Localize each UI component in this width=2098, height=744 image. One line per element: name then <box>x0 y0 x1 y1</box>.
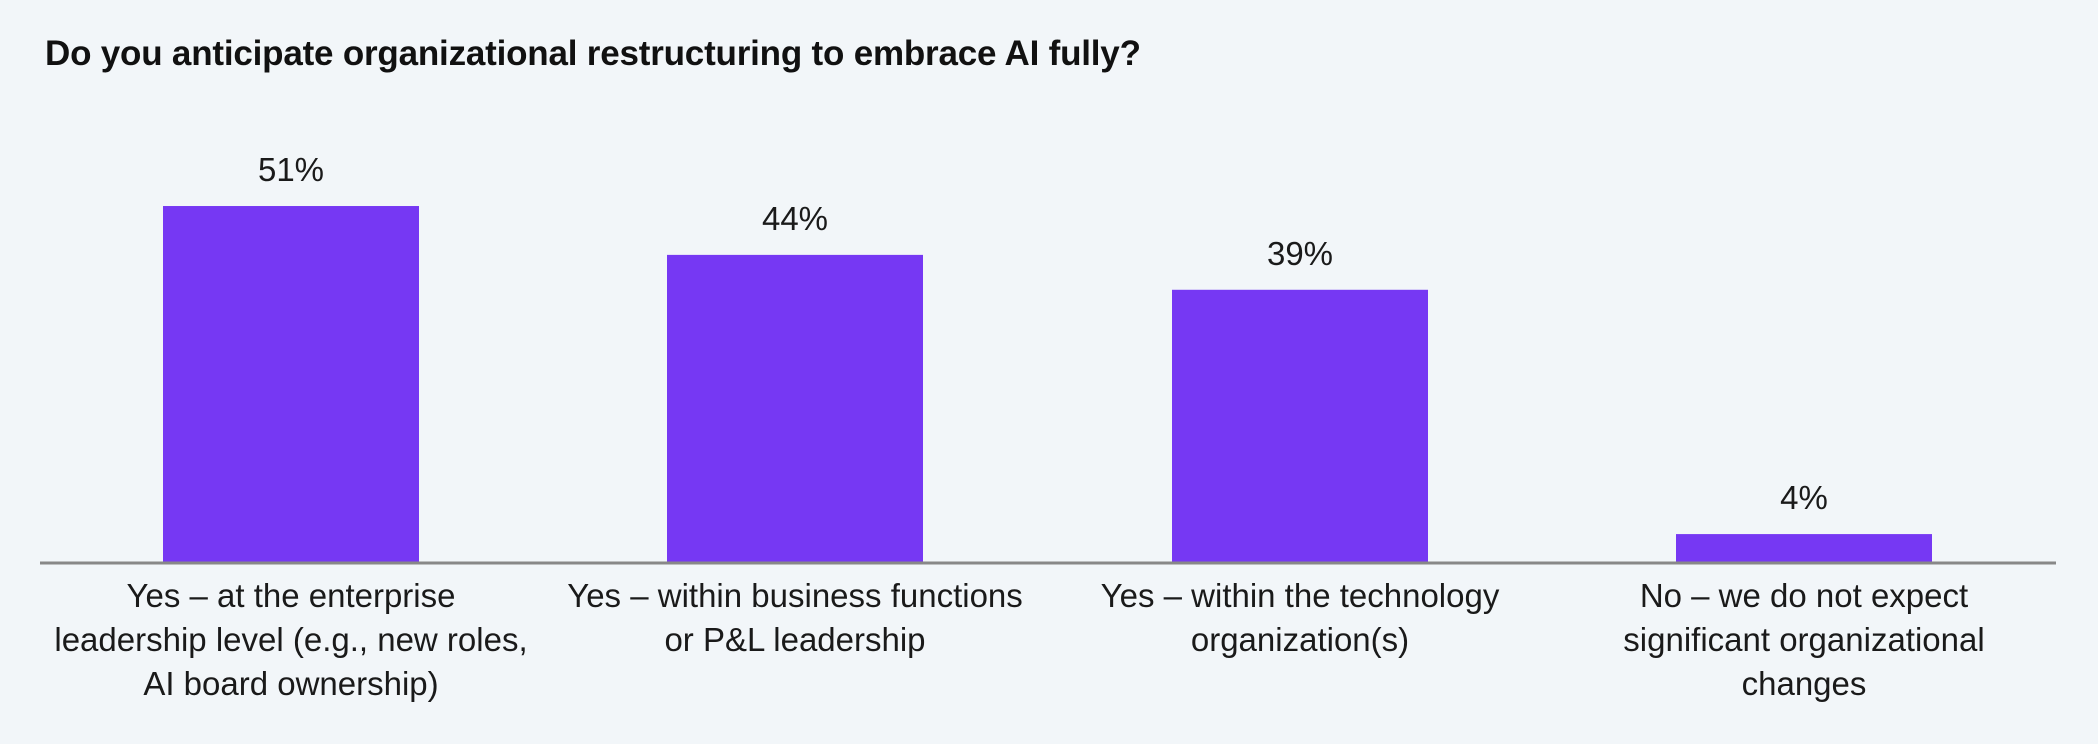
value-label-4: 4% <box>1780 479 1828 516</box>
chart-title: Do you anticipate organizational restruc… <box>45 34 1141 73</box>
bar-3 <box>1172 289 1428 562</box>
category-label-2: Yes – within business functions or P&L l… <box>567 577 1023 658</box>
category-label-3: Yes – within the technology organization… <box>1100 577 1500 658</box>
category-label-1: Yes – at the enterprise leadership level… <box>54 577 528 702</box>
bar-4 <box>1676 534 1932 562</box>
bars-group <box>163 206 1932 562</box>
bar-2 <box>667 254 923 562</box>
bar-1 <box>163 206 419 562</box>
value-label-2: 44% <box>762 200 828 237</box>
category-label-4: No – we do not expect significant organi… <box>1623 577 1985 702</box>
value-label-3: 39% <box>1267 235 1333 272</box>
value-label-1: 51% <box>258 151 324 188</box>
value-labels-group: 51% 44% 39% 4% <box>258 151 1828 516</box>
